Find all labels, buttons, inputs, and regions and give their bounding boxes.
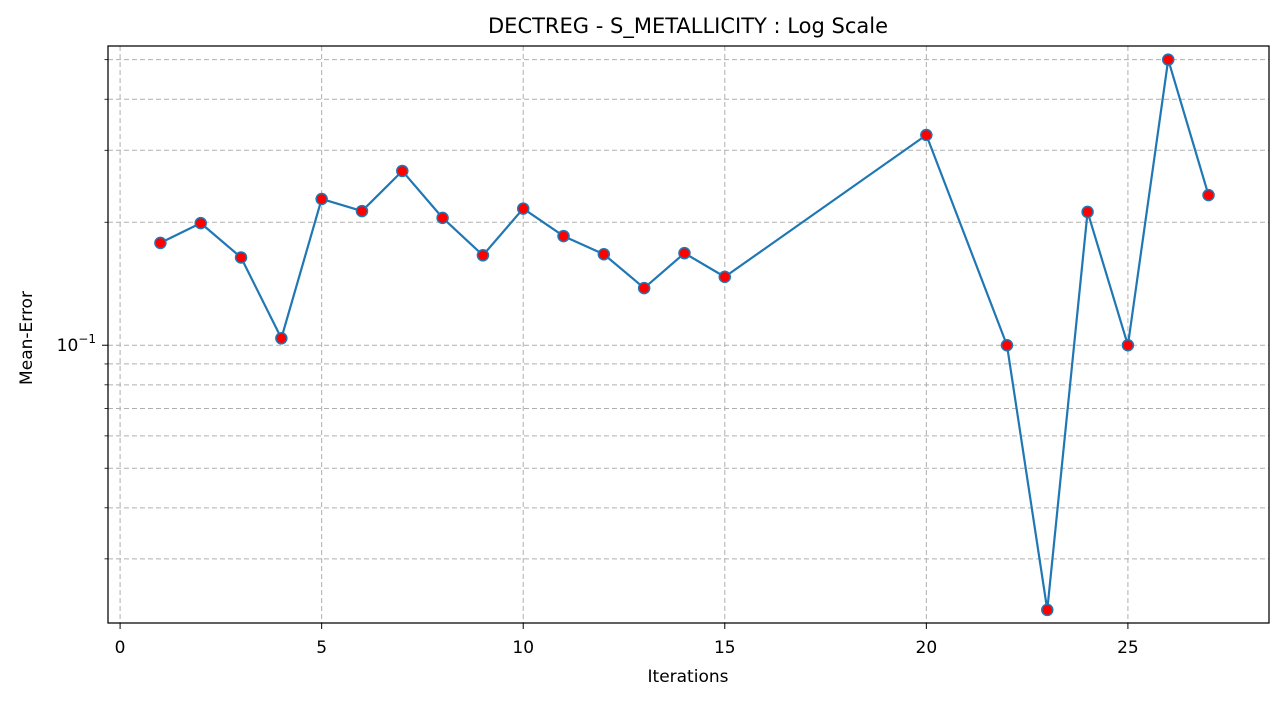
data-point <box>920 128 933 142</box>
data-point <box>275 332 288 345</box>
x-tick-label: 20 <box>916 638 938 658</box>
chart-title: DECTREG - S_METALLICITY : Log Scale <box>488 14 888 39</box>
series-polyline <box>159 58 1210 612</box>
data-point <box>516 202 530 215</box>
data-point <box>597 247 611 261</box>
grid-lines <box>108 46 1269 623</box>
data-point <box>1081 205 1094 219</box>
data-point <box>234 251 248 264</box>
x-axis-label: Iterations <box>648 667 729 687</box>
data-point <box>1000 338 1014 352</box>
plot-frame <box>107 45 1270 624</box>
data-point <box>154 236 167 250</box>
x-tick-label: 25 <box>1117 638 1139 658</box>
data-point <box>1202 188 1215 202</box>
x-tick-label: 10 <box>512 638 534 658</box>
data-point <box>678 246 691 260</box>
data-point <box>315 192 328 206</box>
x-tick-label: 5 <box>316 638 327 658</box>
y-tick-label: 10−1 <box>57 332 96 356</box>
data-point <box>1161 53 1175 66</box>
data-point <box>557 229 570 243</box>
data-point <box>194 216 207 230</box>
data-point <box>1041 603 1054 617</box>
series-line <box>159 58 1210 612</box>
x-tick-label: 15 <box>714 638 736 658</box>
data-point <box>396 164 409 178</box>
data-point <box>637 281 651 295</box>
y-axis-label: Mean-Error <box>17 291 37 385</box>
axis-ticks: 0 5 10 15 20 25 10−1 <box>57 59 1139 658</box>
data-point <box>355 204 369 218</box>
data-point <box>476 249 490 262</box>
data-point <box>1121 338 1135 352</box>
data-point <box>436 211 449 225</box>
data-markers <box>154 53 1215 617</box>
x-tick-label: 0 <box>115 638 126 658</box>
data-point <box>718 270 732 284</box>
